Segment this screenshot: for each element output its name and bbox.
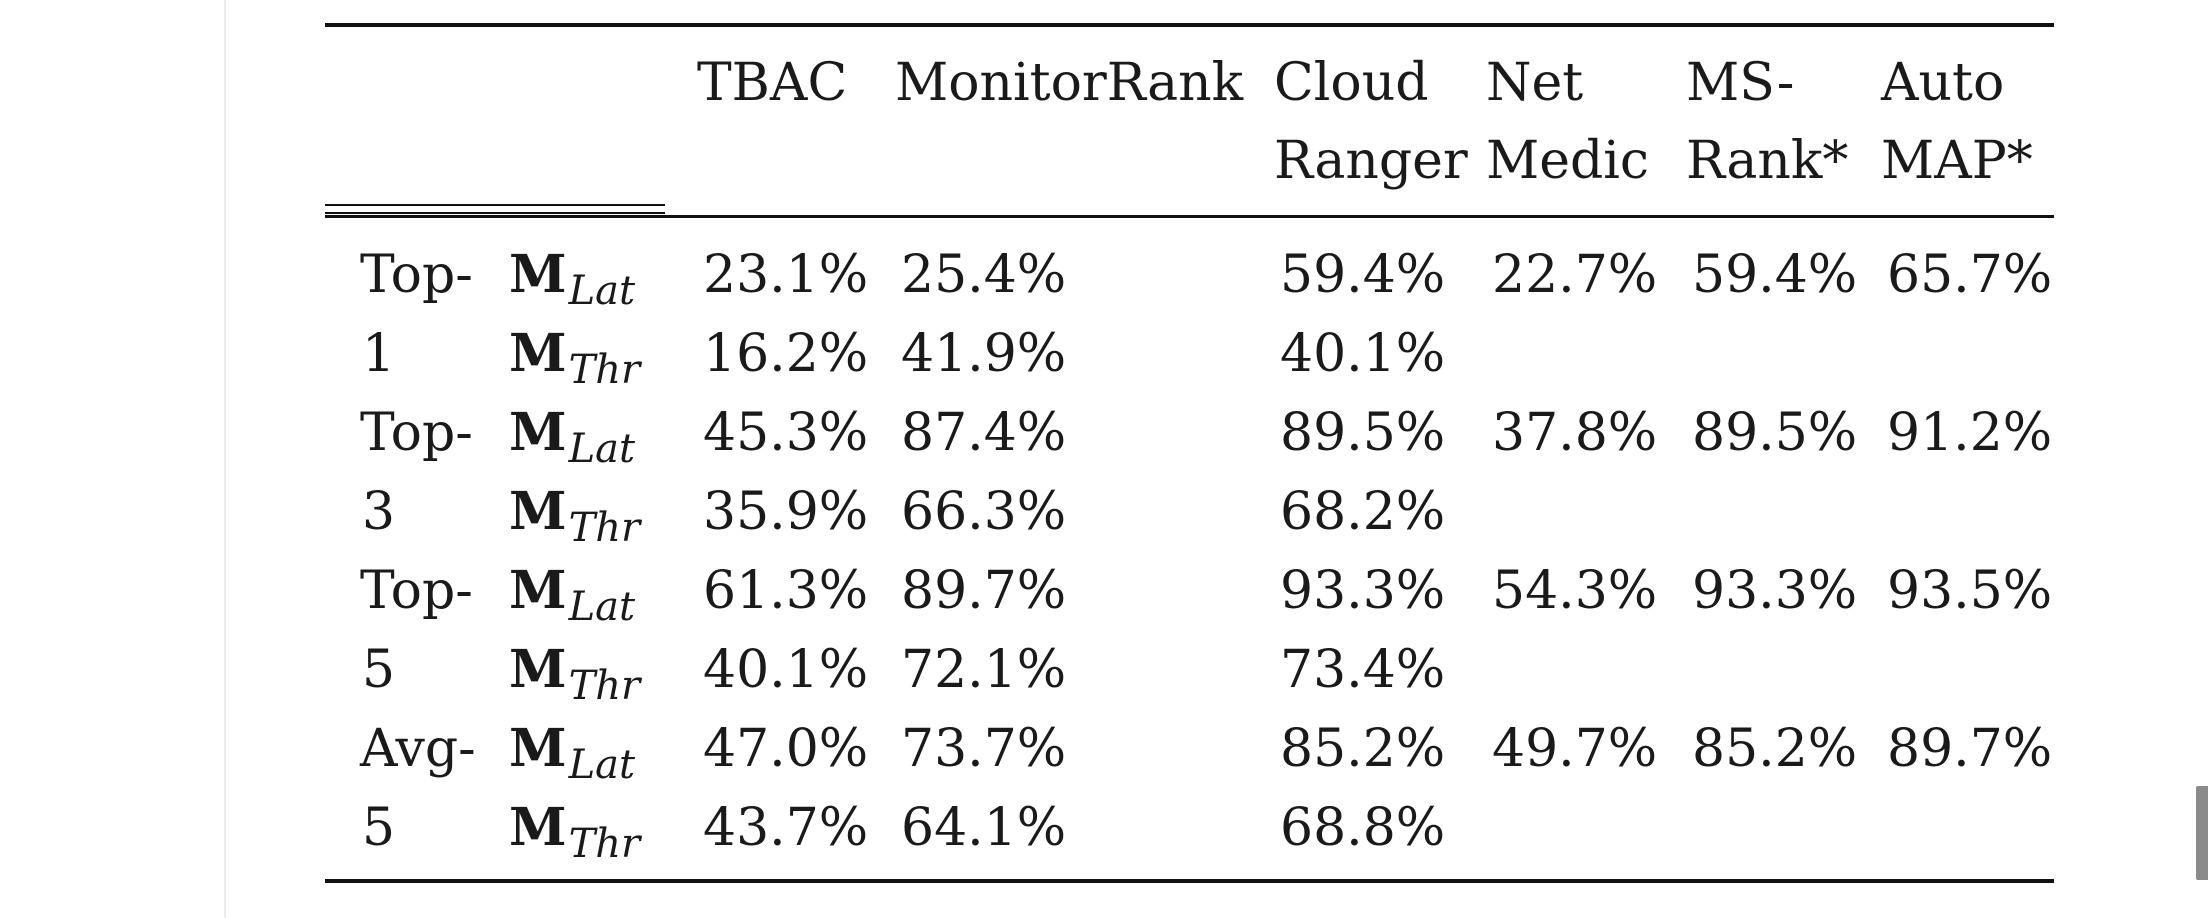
group-label-line2: 5 <box>362 640 396 700</box>
metric-symbol: M <box>509 481 567 542</box>
header-double-rule-upper <box>325 204 665 206</box>
results-table: TBAC MonitorRank Cloud Ranger Net Medic MS- Ran… <box>325 23 2054 891</box>
metric-subscript: Lat <box>568 742 636 788</box>
header-bottom-rule <box>325 215 2054 218</box>
table-bottom-rule <box>325 879 2054 883</box>
table-cell-lat: 87.4% <box>901 403 1067 463</box>
metric-symbol: M <box>509 718 567 779</box>
table-cell-lat: 25.4% <box>901 245 1067 305</box>
metric-label-lat: MLat <box>509 565 635 628</box>
metric-label-thr: MThr <box>509 802 640 865</box>
table-cell-thr: 64.1% <box>901 798 1067 858</box>
table-cell-lat: 93.5% <box>1887 561 2053 621</box>
table-cell-lat: 49.7% <box>1492 719 1658 779</box>
table-cell-lat: 65.7% <box>1887 245 2053 305</box>
table-cell-lat: 47.0% <box>703 719 869 779</box>
table-cell-lat: 93.3% <box>1692 561 1858 621</box>
table-cell-lat: 45.3% <box>703 403 869 463</box>
group-label-line2: 3 <box>362 482 396 542</box>
table-cell-lat: 23.1% <box>703 245 869 305</box>
table-cell-lat: 59.4% <box>1280 245 1446 305</box>
table-cell-lat: 61.3% <box>703 561 869 621</box>
group-label-line1: Top- <box>360 403 473 463</box>
group-label-line1: Avg- <box>360 719 476 779</box>
table-cell-thr: 35.9% <box>703 482 869 542</box>
metric-label-lat: MLat <box>509 723 635 786</box>
column-header-line1: MS- <box>1686 53 1795 113</box>
metric-subscript: Thr <box>568 821 641 867</box>
table-cell-lat: 37.8% <box>1492 403 1658 463</box>
table-cell-lat: 85.2% <box>1280 719 1446 779</box>
metric-subscript: Thr <box>568 505 641 551</box>
table-cell-lat: 89.7% <box>901 561 1067 621</box>
table-cell-lat: 93.3% <box>1280 561 1446 621</box>
table-cell-thr: 68.2% <box>1280 482 1446 542</box>
table-cell-lat: 89.5% <box>1280 403 1446 463</box>
group-label-line2: 1 <box>362 324 396 384</box>
metric-label-lat: MLat <box>509 407 635 470</box>
table-cell-lat: 22.7% <box>1492 245 1658 305</box>
metric-label-thr: MThr <box>509 328 640 391</box>
table-cell-thr: 68.8% <box>1280 798 1446 858</box>
group-label-line2: 5 <box>362 798 396 858</box>
metric-subscript: Lat <box>568 268 636 314</box>
column-header-line2: Medic <box>1486 131 1650 191</box>
table-cell-lat: 91.2% <box>1887 403 2053 463</box>
table-cell-thr: 40.1% <box>703 640 869 700</box>
header-double-rule-lower <box>325 212 665 214</box>
metric-label-lat: MLat <box>509 249 635 312</box>
table-cell-lat: 85.2% <box>1692 719 1858 779</box>
column-header-line1: MonitorRank <box>895 53 1244 113</box>
column-header-line1: TBAC <box>697 53 848 113</box>
metric-symbol: M <box>509 244 567 305</box>
group-label-line1: Top- <box>360 245 473 305</box>
table-cell-thr: 41.9% <box>901 324 1067 384</box>
table-cell-thr: 73.4% <box>1280 640 1446 700</box>
metric-symbol: M <box>509 402 567 463</box>
scrollbar-thumb[interactable] <box>2196 786 2208 880</box>
metric-symbol: M <box>509 639 567 700</box>
metric-label-thr: MThr <box>509 644 640 707</box>
column-header-line1: Cloud <box>1274 53 1429 113</box>
column-header-line2: Rank* <box>1686 131 1849 191</box>
table-top-rule <box>325 23 2054 27</box>
page-margin-line <box>224 0 226 918</box>
table-cell-thr: 40.1% <box>1280 324 1446 384</box>
metric-symbol: M <box>509 560 567 621</box>
group-label-line1: Top- <box>360 561 473 621</box>
table-cell-thr: 43.7% <box>703 798 869 858</box>
metric-subscript: Lat <box>568 584 636 630</box>
column-header-line2: Ranger <box>1274 131 1468 191</box>
metric-subscript: Thr <box>568 663 641 709</box>
metric-label-thr: MThr <box>509 486 640 549</box>
table-cell-thr: 66.3% <box>901 482 1067 542</box>
table-cell-lat: 59.4% <box>1692 245 1858 305</box>
metric-symbol: M <box>509 797 567 858</box>
column-header-line1: Auto <box>1881 53 2005 113</box>
table-cell-lat: 73.7% <box>901 719 1067 779</box>
table-cell-thr: 72.1% <box>901 640 1067 700</box>
metric-symbol: M <box>509 323 567 384</box>
table-cell-thr: 16.2% <box>703 324 869 384</box>
table-cell-lat: 89.5% <box>1692 403 1858 463</box>
metric-subscript: Lat <box>568 426 636 472</box>
metric-subscript: Thr <box>568 347 641 393</box>
table-cell-lat: 54.3% <box>1492 561 1658 621</box>
table-cell-lat: 89.7% <box>1887 719 2053 779</box>
column-header-line2: MAP* <box>1881 131 2033 191</box>
column-header-line1: Net <box>1486 53 1584 113</box>
